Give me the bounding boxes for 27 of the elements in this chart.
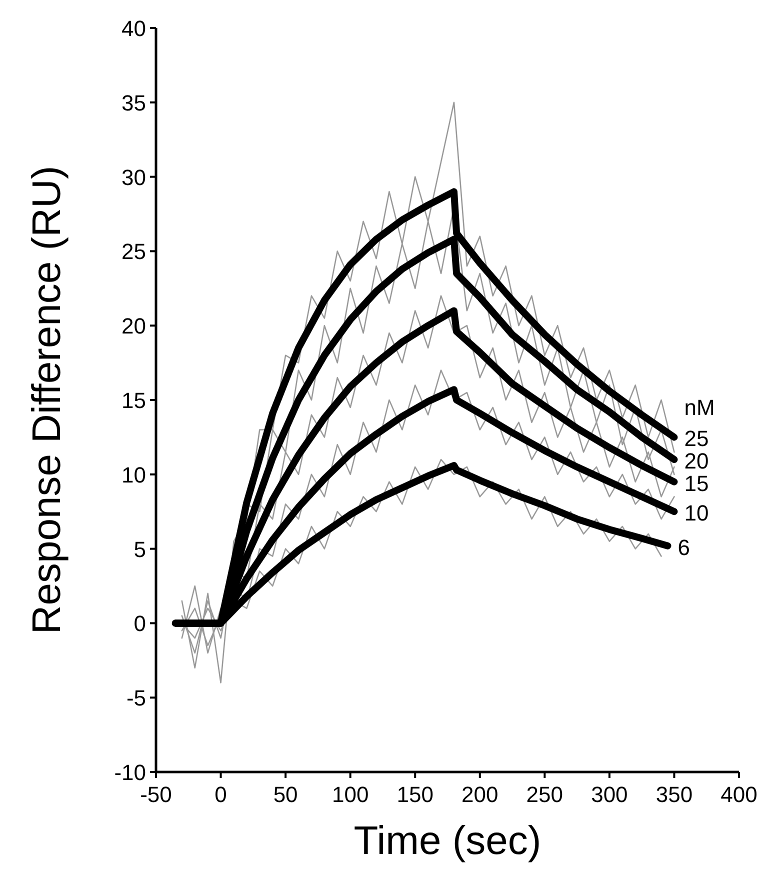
- y-tick-label: -10: [114, 760, 146, 785]
- x-tick-label: 300: [591, 782, 628, 807]
- x-tick-label: -50: [140, 782, 172, 807]
- x-tick-label: 200: [462, 782, 498, 807]
- series-label: 6: [678, 534, 690, 560]
- x-tick-label: 350: [656, 782, 693, 807]
- x-axis-title: Time (sec): [354, 819, 542, 863]
- x-tick-label: 150: [396, 782, 434, 807]
- x-tick-label: 250: [526, 782, 564, 807]
- y-tick-label: 5: [134, 536, 146, 562]
- x-tick-label: 100: [332, 782, 369, 807]
- y-tick-label: 25: [122, 239, 146, 264]
- x-tick-label: 50: [273, 782, 298, 807]
- y-tick-label: 35: [122, 90, 146, 116]
- y-tick-label: -5: [126, 686, 146, 711]
- y-tick-label: 30: [122, 164, 146, 190]
- y-tick-label: 0: [134, 611, 146, 636]
- y-tick-label: 40: [122, 16, 146, 41]
- series-label: 10: [684, 500, 709, 526]
- series-label: 25: [684, 426, 709, 452]
- x-tick-label: 400: [720, 782, 758, 807]
- y-tick-label: 10: [122, 462, 146, 488]
- y-axis-title: Response Difference (RU): [25, 166, 69, 634]
- x-tick-label: 0: [214, 782, 227, 807]
- y-tick-label: 20: [122, 314, 146, 339]
- y-tick-label: 15: [122, 388, 146, 413]
- legend-title: nM: [684, 395, 715, 420]
